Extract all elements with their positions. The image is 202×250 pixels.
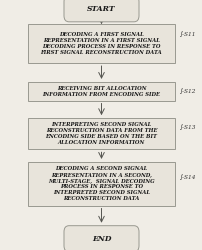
Text: ∫-S12: ∫-S12: [179, 88, 195, 94]
FancyBboxPatch shape: [28, 118, 174, 149]
Text: ∫-S14: ∫-S14: [179, 174, 195, 180]
FancyBboxPatch shape: [64, 226, 138, 250]
FancyBboxPatch shape: [28, 162, 174, 206]
Text: INTERPRETING SECOND SIGNAL
RECONSTRUCTION DATA FROM THE
ENCODING SIDE BASED ON T: INTERPRETING SECOND SIGNAL RECONSTRUCTIO…: [45, 122, 157, 145]
FancyBboxPatch shape: [64, 0, 138, 22]
FancyBboxPatch shape: [28, 24, 174, 63]
Text: START: START: [87, 5, 115, 13]
Text: ∫-S13: ∫-S13: [179, 125, 195, 130]
Text: END: END: [91, 235, 111, 243]
Text: DECODING A SECOND SIGNAL
REPRESENTATION IN A SECOND,
MULTI-STAGE,  SIGNAL DECODI: DECODING A SECOND SIGNAL REPRESENTATION …: [48, 166, 154, 201]
Text: ∫-S11: ∫-S11: [179, 31, 195, 37]
Text: RECEIVING BIT ALLOCATION
INFORMATION FROM ENCODING SIDE: RECEIVING BIT ALLOCATION INFORMATION FRO…: [42, 86, 160, 97]
Text: DECODING A FIRST SIGNAL
REPRESENTATION IN A FIRST SIGNAL
DECODING PROCESS IN RES: DECODING A FIRST SIGNAL REPRESENTATION I…: [40, 32, 162, 55]
FancyBboxPatch shape: [28, 82, 174, 100]
